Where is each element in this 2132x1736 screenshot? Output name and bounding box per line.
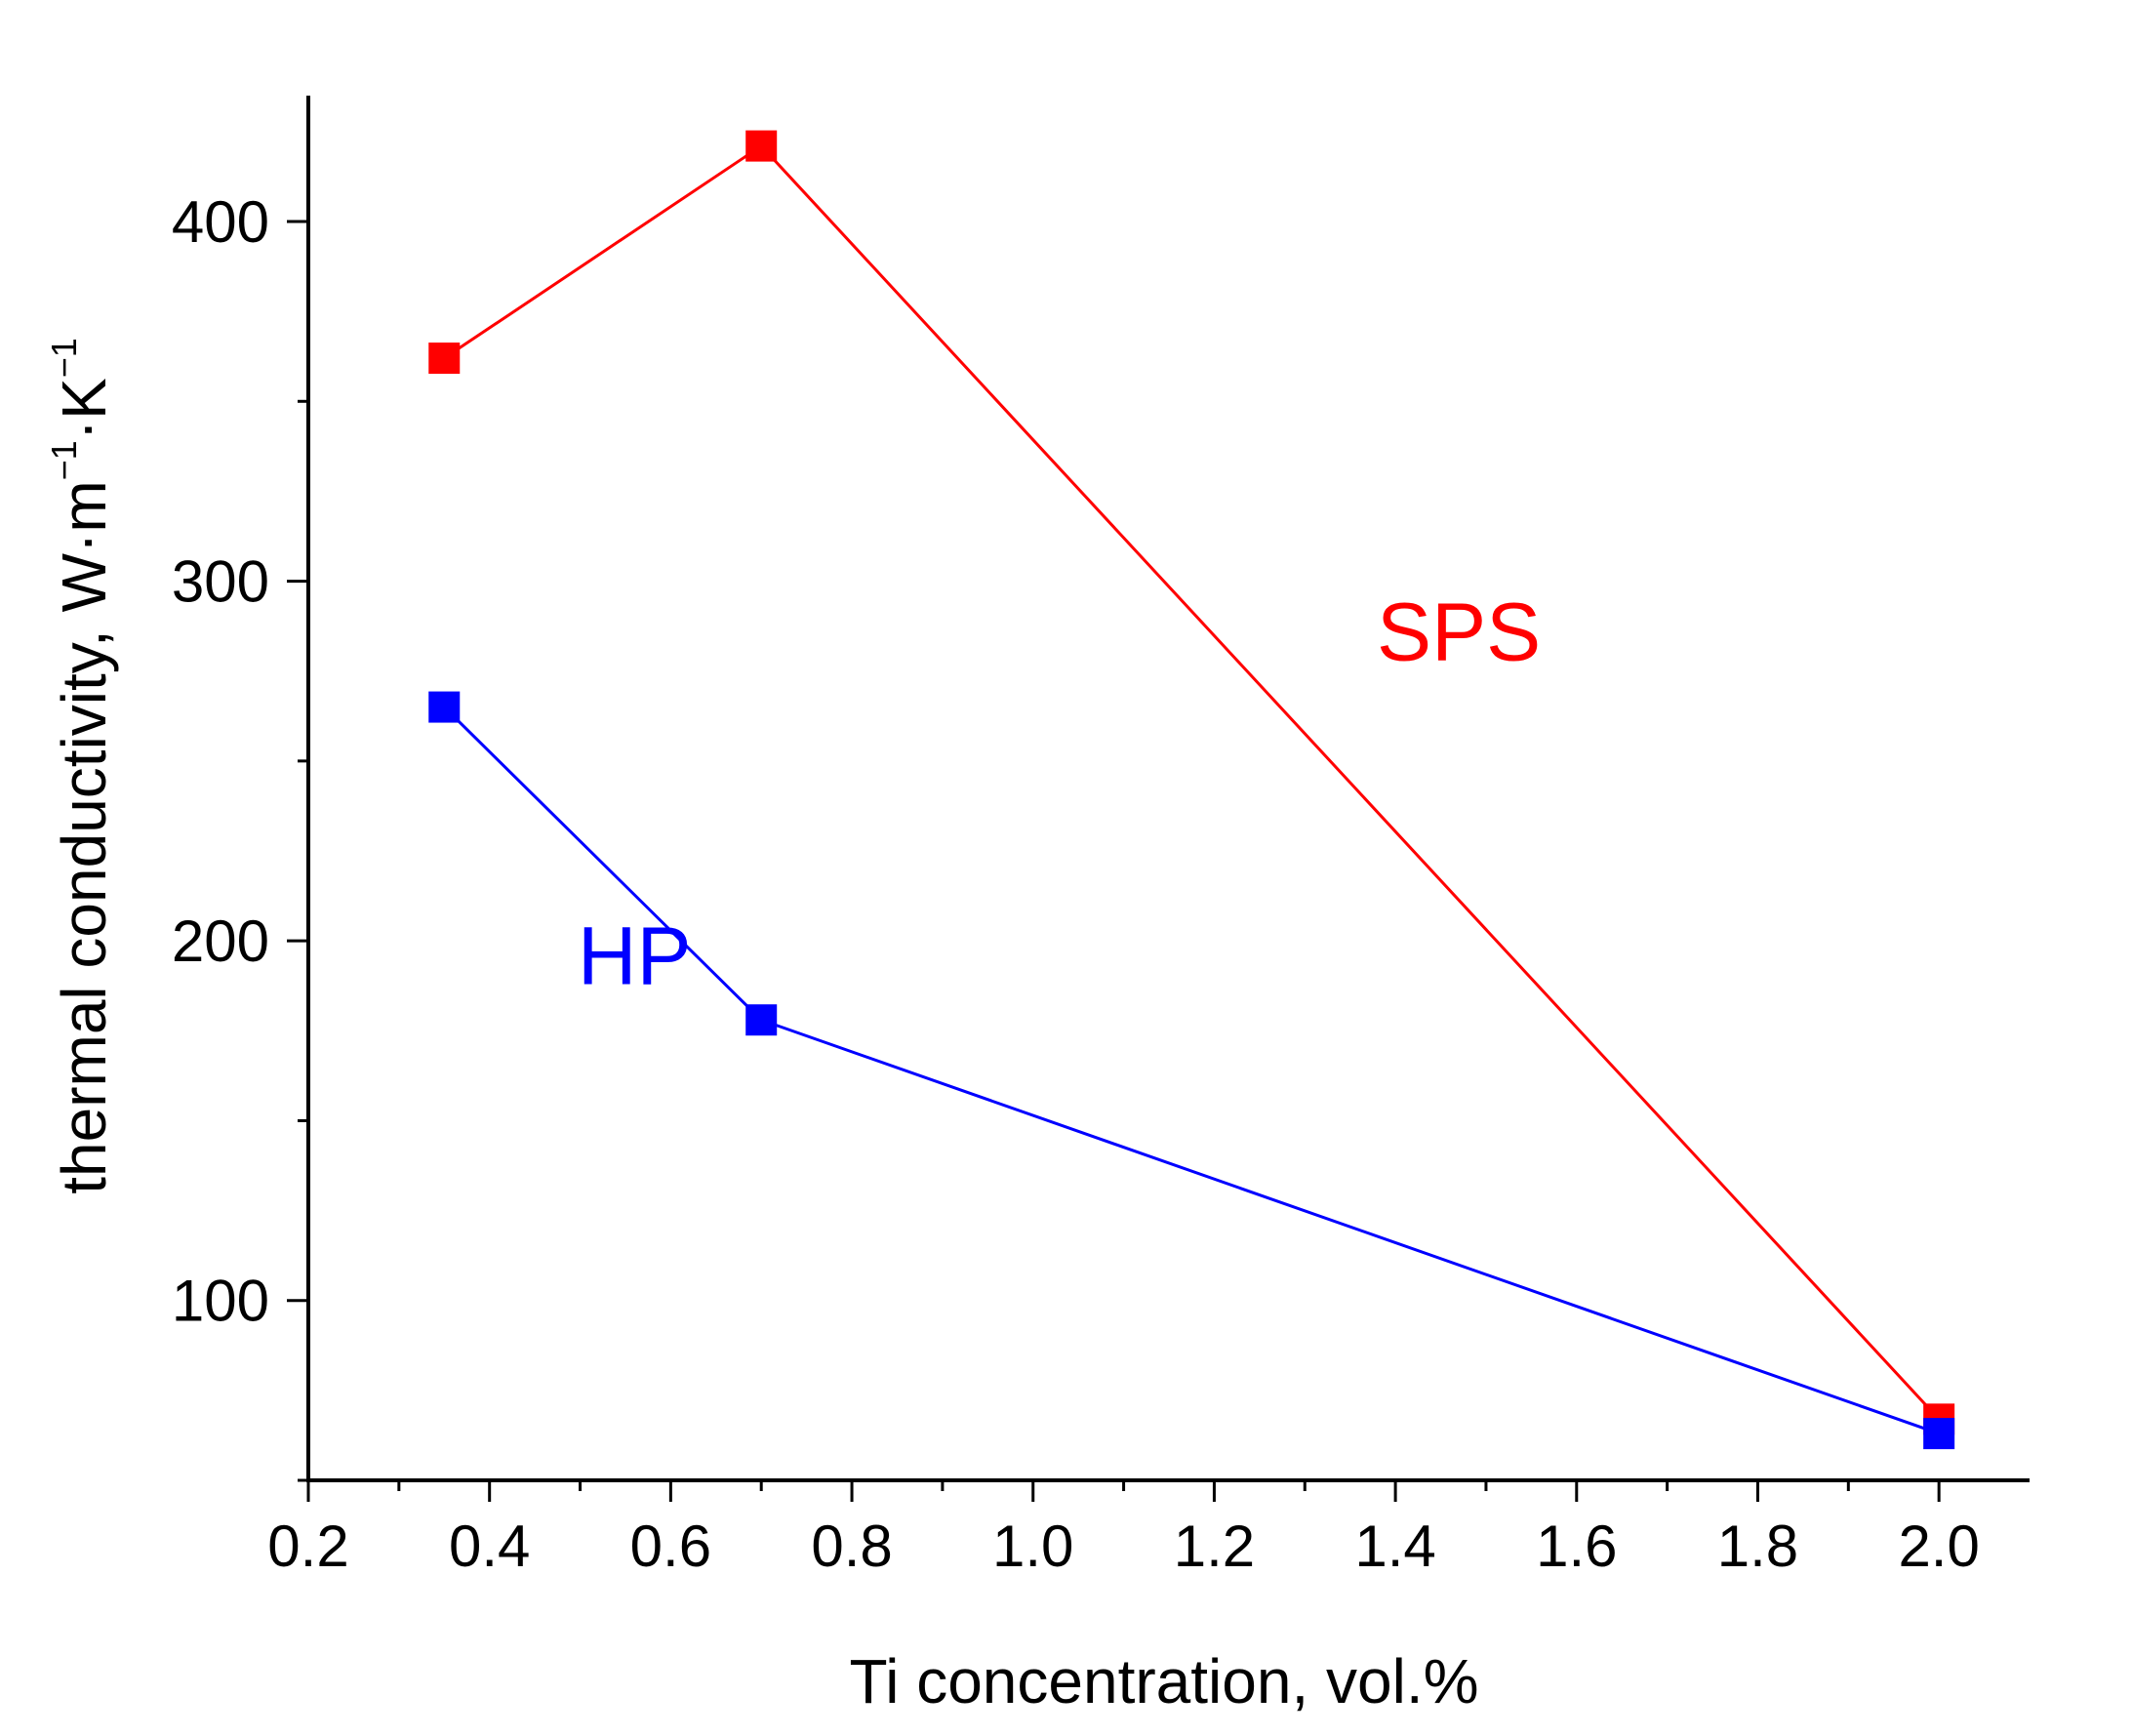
- y-axis-title-mid: ·K: [49, 378, 119, 440]
- y-axis-title-exponent-2: −1: [44, 338, 84, 378]
- y-tick-label: 400: [172, 189, 269, 255]
- y-tick-label: 200: [172, 908, 269, 974]
- series-line-hp: [443, 706, 1940, 1435]
- x-tick-label: 2.0: [1898, 1514, 1979, 1579]
- y-tick-label: 300: [172, 549, 269, 615]
- x-axis-title: Ti concentration, vol.%: [849, 1646, 1478, 1716]
- annotations: SPS HP: [578, 586, 1541, 1002]
- x-tick-label: 1.2: [1174, 1514, 1255, 1579]
- y-axis-title: thermal conductivity, W·m−1·K−1: [44, 338, 119, 1194]
- x-tick-label: 1.6: [1536, 1514, 1617, 1579]
- x-axis-ticks: 0.2 0.4 0.6 0.8 1.0 1.2 1.4 1.6 1.8 2.0: [267, 1480, 1980, 1579]
- x-tick-label: 1.4: [1354, 1514, 1435, 1579]
- data-point-hp: [745, 1004, 778, 1036]
- y-axis-title-main: thermal conductivity, W·m: [49, 480, 119, 1193]
- series-group: [428, 130, 1955, 1450]
- axes: [306, 96, 2030, 1482]
- data-point-sps: [745, 130, 778, 162]
- x-tick-label: 0.6: [630, 1514, 711, 1579]
- y-tick-label: 100: [172, 1269, 269, 1334]
- data-point-hp: [1923, 1418, 1955, 1450]
- x-tick-label: 0.4: [449, 1514, 530, 1579]
- x-tick-label: 0.2: [267, 1514, 348, 1579]
- series-label-sps: SPS: [1377, 586, 1541, 678]
- x-tick-label: 1.0: [992, 1514, 1073, 1579]
- y-axis-ticks: 100 200 300 400: [172, 189, 308, 1482]
- data-point-sps: [428, 343, 461, 375]
- series-label-hp: HP: [578, 909, 692, 1001]
- data-point-hp: [428, 691, 461, 723]
- series-line-sps: [443, 143, 1941, 1421]
- x-tick-label: 1.8: [1717, 1514, 1798, 1579]
- y-axis-title-exponent-1: −1: [44, 440, 84, 480]
- x-tick-label: 0.8: [811, 1514, 892, 1579]
